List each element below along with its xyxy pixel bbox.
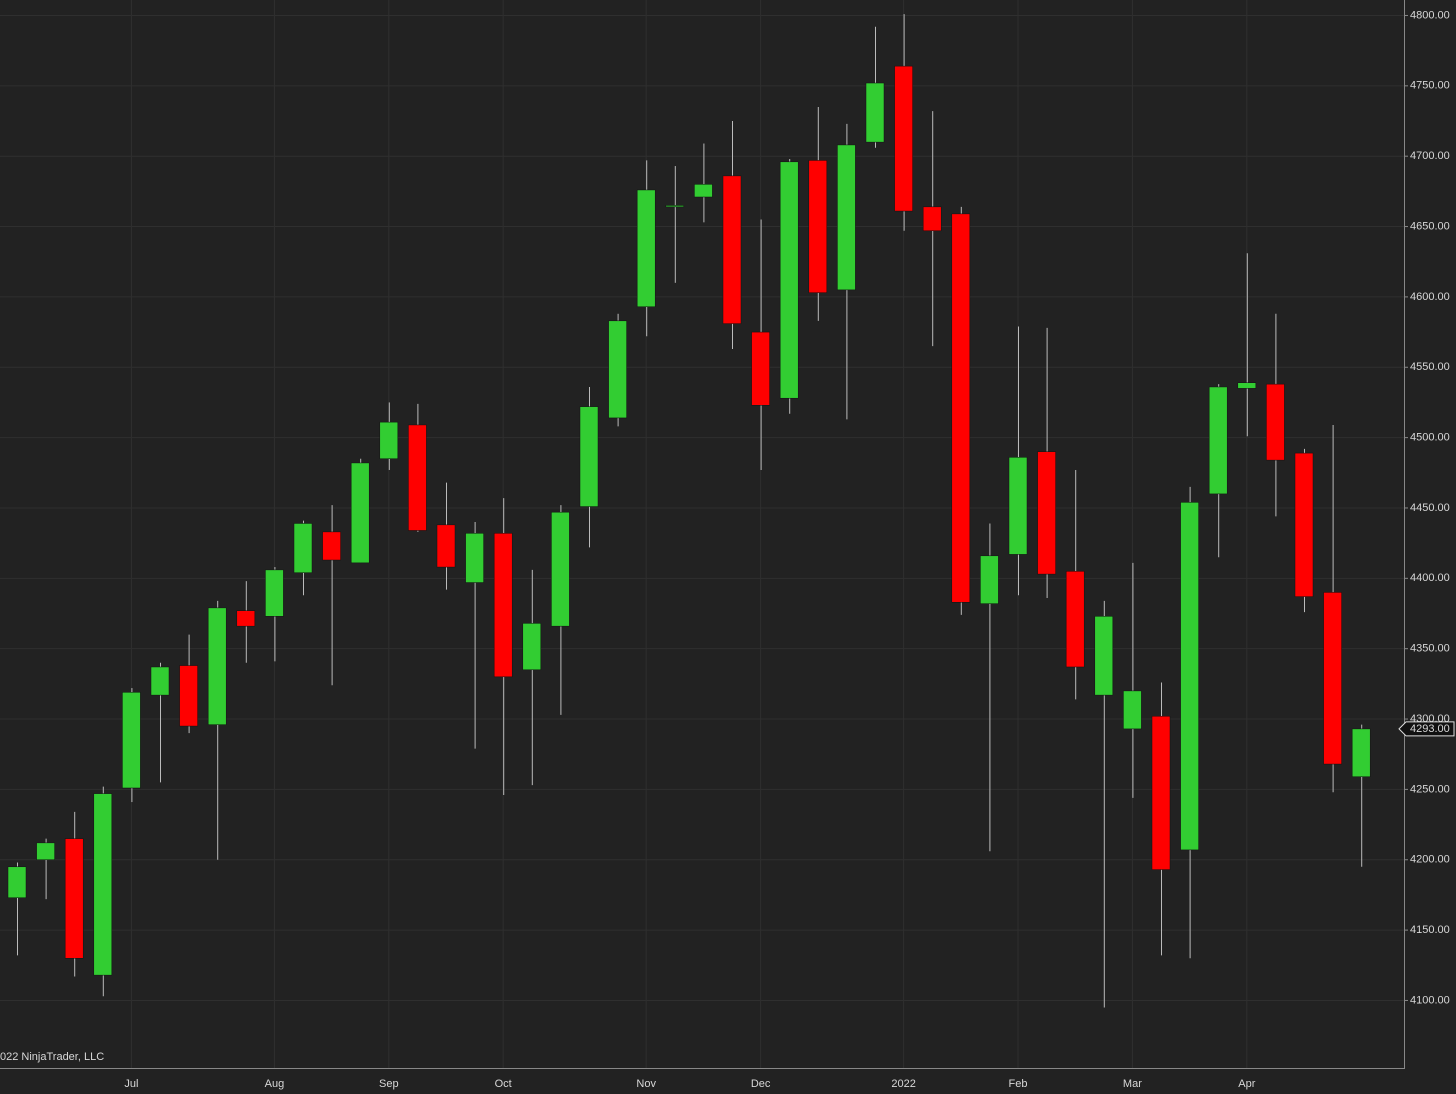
grid	[0, 0, 1404, 1068]
y-tick-label: 4100.00	[1410, 994, 1450, 1006]
candle-body	[1208, 386, 1228, 495]
x-tick-label: Apr	[1238, 1078, 1255, 1090]
y-tick-label: 4200.00	[1410, 854, 1450, 866]
candle-body	[322, 531, 341, 561]
candle-body	[93, 793, 113, 976]
candle-body	[636, 189, 656, 308]
candle-body	[150, 666, 170, 696]
candle-body	[779, 161, 799, 399]
candle-body	[7, 866, 27, 898]
candle-body	[236, 610, 256, 627]
x-tick-label: Nov	[636, 1078, 656, 1090]
y-tick-label: 4150.00	[1410, 924, 1450, 936]
candle-body	[694, 184, 713, 198]
last-price-tag	[1398, 721, 1455, 737]
candle-body	[1180, 502, 1199, 851]
candle-body	[1351, 728, 1371, 777]
candle-body	[36, 842, 55, 860]
x-tick-label: Mar	[1123, 1078, 1142, 1090]
candle-body	[608, 320, 627, 419]
x-tick-label: Dec	[751, 1078, 771, 1090]
y-tick-label: 4450.00	[1410, 502, 1450, 514]
candle-body	[436, 524, 456, 568]
candle-body	[551, 511, 570, 627]
candle-body	[379, 421, 399, 459]
x-tick-label: 2022	[891, 1078, 915, 1090]
candle-body	[179, 665, 198, 727]
candle-body	[1008, 457, 1028, 555]
candle-body	[1151, 715, 1171, 870]
y-tick-label: 4250.00	[1410, 783, 1450, 795]
x-tick-label: Aug	[265, 1078, 285, 1090]
candle-body	[1237, 382, 1257, 389]
y-tick-label: 4800.00	[1410, 9, 1450, 21]
candle-body	[1266, 383, 1285, 461]
candle-body	[265, 569, 284, 617]
y-tick-label: 4600.00	[1410, 291, 1450, 303]
candle-body	[293, 523, 313, 573]
candle-body	[722, 175, 742, 324]
candle-body	[751, 331, 770, 406]
candle-body	[865, 82, 885, 143]
x-tick-label: Jul	[124, 1078, 138, 1090]
candle-body	[922, 206, 942, 232]
y-tick-label: 4350.00	[1410, 643, 1450, 655]
candle-body	[1037, 451, 1056, 575]
y-tick-label: 4650.00	[1410, 220, 1450, 232]
candle-body	[1065, 571, 1085, 668]
candle-body	[980, 555, 999, 604]
candle-body	[1294, 452, 1314, 597]
candle-body	[1123, 690, 1142, 730]
candle-body	[522, 623, 542, 671]
candle-body	[951, 213, 971, 603]
candle-body	[64, 838, 84, 959]
watermark: 022 NinjaTrader, LLC	[0, 1051, 104, 1063]
y-tick-label: 4550.00	[1410, 361, 1450, 373]
y-tick-label: 4400.00	[1410, 572, 1450, 584]
candle-body	[408, 424, 427, 531]
y-tick-label: 4500.00	[1410, 432, 1450, 444]
candle-body	[665, 205, 685, 208]
candle-body	[207, 607, 227, 725]
candle-body	[579, 406, 599, 507]
candle-body	[1323, 592, 1342, 765]
y-tick-label: 4700.00	[1410, 150, 1450, 162]
candle-body	[894, 65, 913, 212]
candle-body	[350, 462, 370, 564]
candle-body	[808, 160, 828, 293]
x-tick-label: Oct	[495, 1078, 512, 1090]
y-tick-label: 4750.00	[1410, 80, 1450, 92]
candle-body	[493, 533, 513, 678]
candle-body	[837, 144, 856, 291]
x-tick-label: Sep	[379, 1078, 399, 1090]
candle-body	[122, 692, 141, 789]
candle-body	[465, 533, 484, 583]
last-price-label: 4293.00	[1410, 723, 1450, 735]
x-tick-label: Feb	[1009, 1078, 1028, 1090]
candle-body	[1094, 616, 1114, 696]
